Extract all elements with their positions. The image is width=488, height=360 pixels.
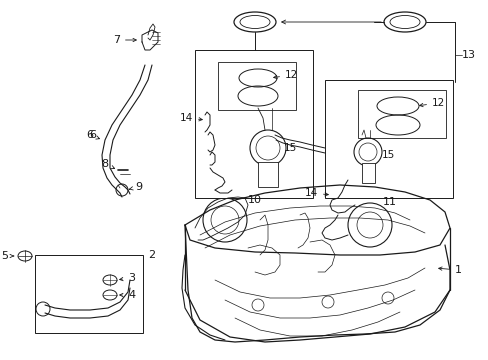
Text: 14: 14 xyxy=(304,188,327,198)
Text: 4: 4 xyxy=(120,290,135,300)
Text: 2: 2 xyxy=(148,250,155,260)
Text: 8: 8 xyxy=(101,159,114,169)
Bar xyxy=(35,255,142,333)
Text: 7: 7 xyxy=(113,35,136,45)
Text: 14: 14 xyxy=(180,113,202,123)
Text: 9: 9 xyxy=(129,182,142,192)
Text: 12: 12 xyxy=(419,98,445,108)
Text: 6: 6 xyxy=(86,130,100,140)
Text: 1: 1 xyxy=(438,265,461,275)
Text: 15: 15 xyxy=(381,150,394,160)
Bar xyxy=(195,50,312,198)
Text: 6: 6 xyxy=(89,130,96,140)
Text: 15: 15 xyxy=(283,143,296,153)
Text: 10: 10 xyxy=(247,195,262,205)
Text: 13: 13 xyxy=(461,50,475,60)
Text: 3: 3 xyxy=(120,273,135,283)
Text: 12: 12 xyxy=(273,70,298,80)
Bar xyxy=(258,162,278,187)
Text: 11: 11 xyxy=(382,197,396,207)
Bar xyxy=(218,62,295,110)
Bar xyxy=(361,163,374,183)
Text: 5: 5 xyxy=(1,251,14,261)
Bar xyxy=(325,80,452,198)
Bar xyxy=(357,90,445,138)
